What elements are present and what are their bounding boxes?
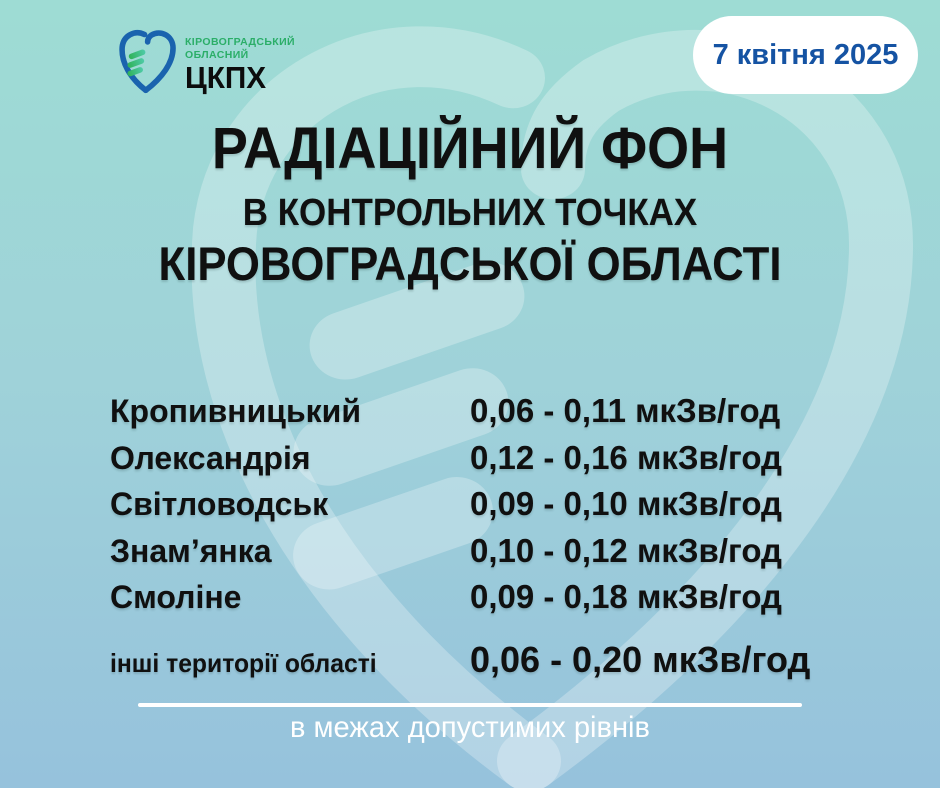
page-title: РАДІАЦІЙНИЙ ФОН В КОНТРОЛЬНИХ ТОЧКАХ КІР…: [0, 110, 940, 290]
date-badge-label: 7 квітня 2025: [712, 38, 899, 71]
reading-value: 0,06 - 0,20 мкЗв/год: [470, 639, 811, 680]
readings-table: Кропивницький 0,06 - 0,11 мкЗв/год Олекс…: [0, 388, 940, 621]
title-line1: РАДІАЦІЙНИЙ ФОН: [211, 116, 729, 181]
table-row-other-territories: інші території області 0,06 - 0,20 мкЗв/…: [0, 636, 940, 687]
location-label: Смоліне: [110, 579, 242, 616]
location-label: Олександрія: [110, 439, 311, 476]
reading-value: 0,09 - 0,10 мкЗв/год: [470, 485, 782, 523]
divider-line: [138, 703, 802, 707]
title-line3: КІРОВОГРАДСЬКОЇ ОБЛАСТІ: [158, 237, 782, 290]
title-line2: В КОНТРОЛЬНИХ ТОЧКАХ: [242, 192, 698, 234]
org-abbreviation: ЦКПХ: [185, 60, 267, 95]
location-label: Світловодськ: [110, 486, 329, 523]
date-badge: 7 квітня 2025: [693, 16, 918, 94]
location-label: Кропивницький: [110, 393, 361, 429]
org-name: КІРОВОГРАДСЬКИЙ ОБЛАСНИЙ ЦКПХ: [185, 28, 295, 98]
location-label: Знам’янка: [110, 532, 272, 569]
reading-value: 0,10 - 0,12 мкЗв/год: [470, 531, 782, 569]
table-row: Кропивницький 0,06 - 0,11 мкЗв/год: [0, 388, 940, 435]
table-row: Світловодськ 0,09 - 0,10 мкЗв/год: [0, 481, 940, 528]
logo-shield-heart-icon: [119, 29, 176, 94]
footer-note: в межах допустимих рівнів: [290, 711, 650, 744]
org-name-line2: ОБЛАСНИЙ: [185, 49, 249, 61]
reading-value: 0,06 - 0,11 мкЗв/год: [470, 392, 781, 429]
table-row: Знам’янка 0,10 - 0,12 мкЗв/год: [0, 528, 940, 575]
table-row: Олександрія 0,12 - 0,16 мкЗв/год: [0, 435, 940, 482]
reading-value: 0,12 - 0,16 мкЗв/год: [470, 438, 782, 476]
reading-value: 0,09 - 0,18 мкЗв/год: [470, 578, 782, 616]
location-label: інші території області: [110, 648, 377, 678]
org-logo: КІРОВОГРАДСЬКИЙ ОБЛАСНИЙ ЦКПХ: [116, 28, 295, 98]
org-name-line1: КІРОВОГРАДСЬКИЙ: [185, 36, 295, 48]
table-row: Смоліне 0,09 - 0,18 мкЗв/год: [0, 574, 940, 621]
